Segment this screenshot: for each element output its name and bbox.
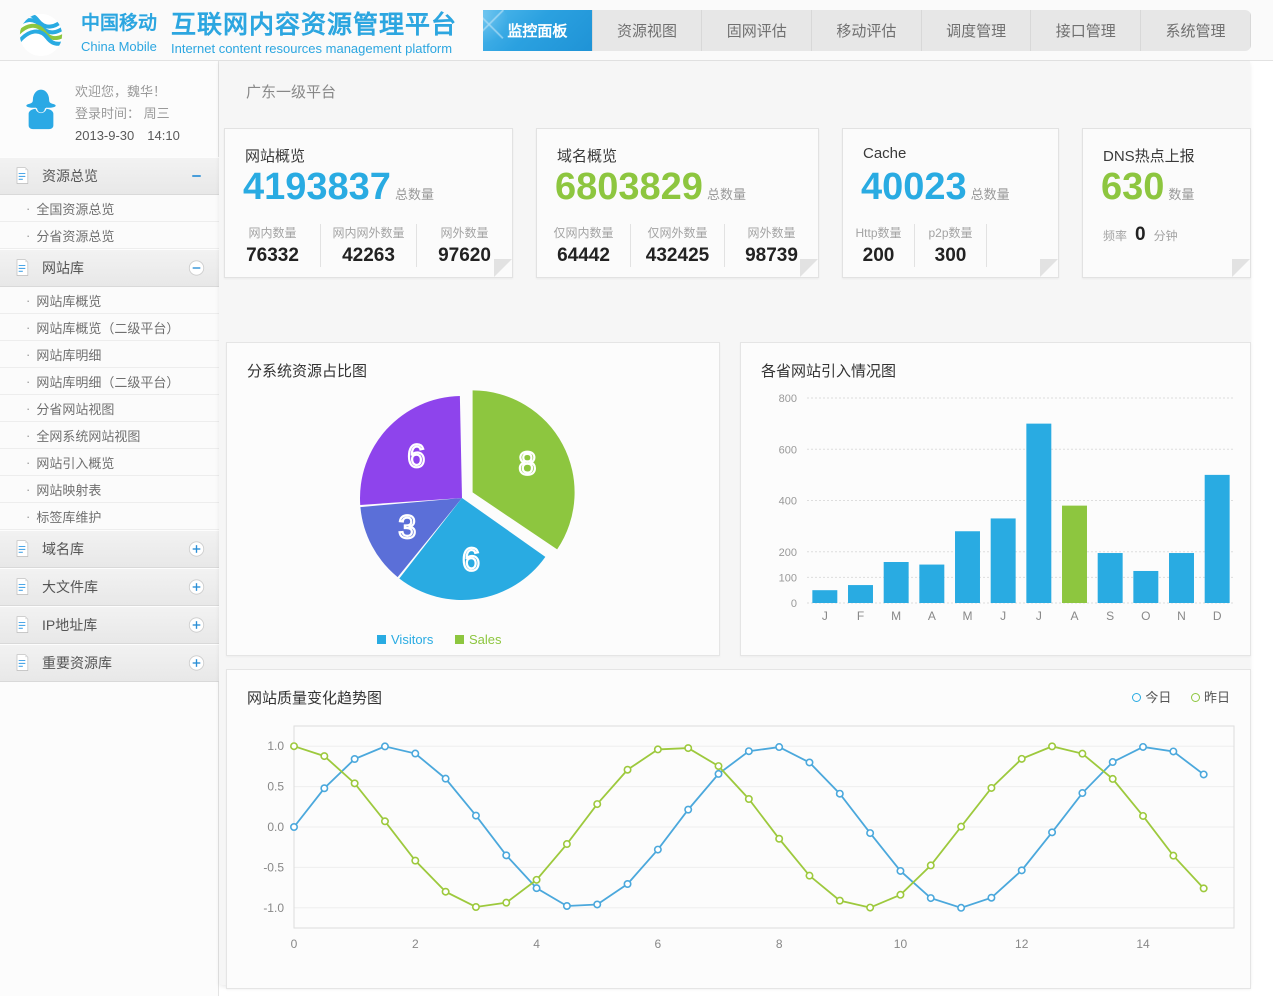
svg-text:J: J [1000,609,1006,623]
svg-text:12: 12 [1015,937,1029,951]
svg-text:O: O [1141,609,1150,623]
svg-text:N: N [1177,609,1186,623]
svg-text:6: 6 [407,438,425,474]
svg-text:3: 3 [398,509,416,545]
svg-text:0.5: 0.5 [267,780,284,794]
svg-text:1.0: 1.0 [267,739,284,753]
svg-text:-0.5: -0.5 [263,860,284,874]
svg-text:S: S [1106,609,1114,623]
svg-text:400: 400 [779,496,797,508]
svg-text:0: 0 [291,937,298,951]
svg-text:200: 200 [779,547,797,559]
svg-text:6: 6 [655,937,662,951]
svg-text:F: F [857,609,864,623]
svg-text:D: D [1213,609,1222,623]
svg-text:4: 4 [533,937,540,951]
svg-text:0.0: 0.0 [267,820,284,834]
svg-text:8: 8 [776,937,783,951]
svg-text:J: J [822,609,828,623]
svg-text:0: 0 [791,598,797,610]
svg-text:6: 6 [462,541,480,577]
svg-text:800: 800 [779,393,797,405]
svg-text:8: 8 [518,445,536,481]
svg-text:14: 14 [1136,937,1150,951]
svg-text:A: A [928,609,936,623]
svg-text:-1.0: -1.0 [263,901,284,915]
svg-text:M: M [963,609,973,623]
svg-text:2: 2 [412,937,419,951]
svg-text:J: J [1036,609,1042,623]
svg-text:600: 600 [779,444,797,456]
svg-text:100: 100 [779,572,797,584]
svg-text:10: 10 [894,937,908,951]
svg-text:A: A [1070,609,1078,623]
svg-text:M: M [891,609,901,623]
